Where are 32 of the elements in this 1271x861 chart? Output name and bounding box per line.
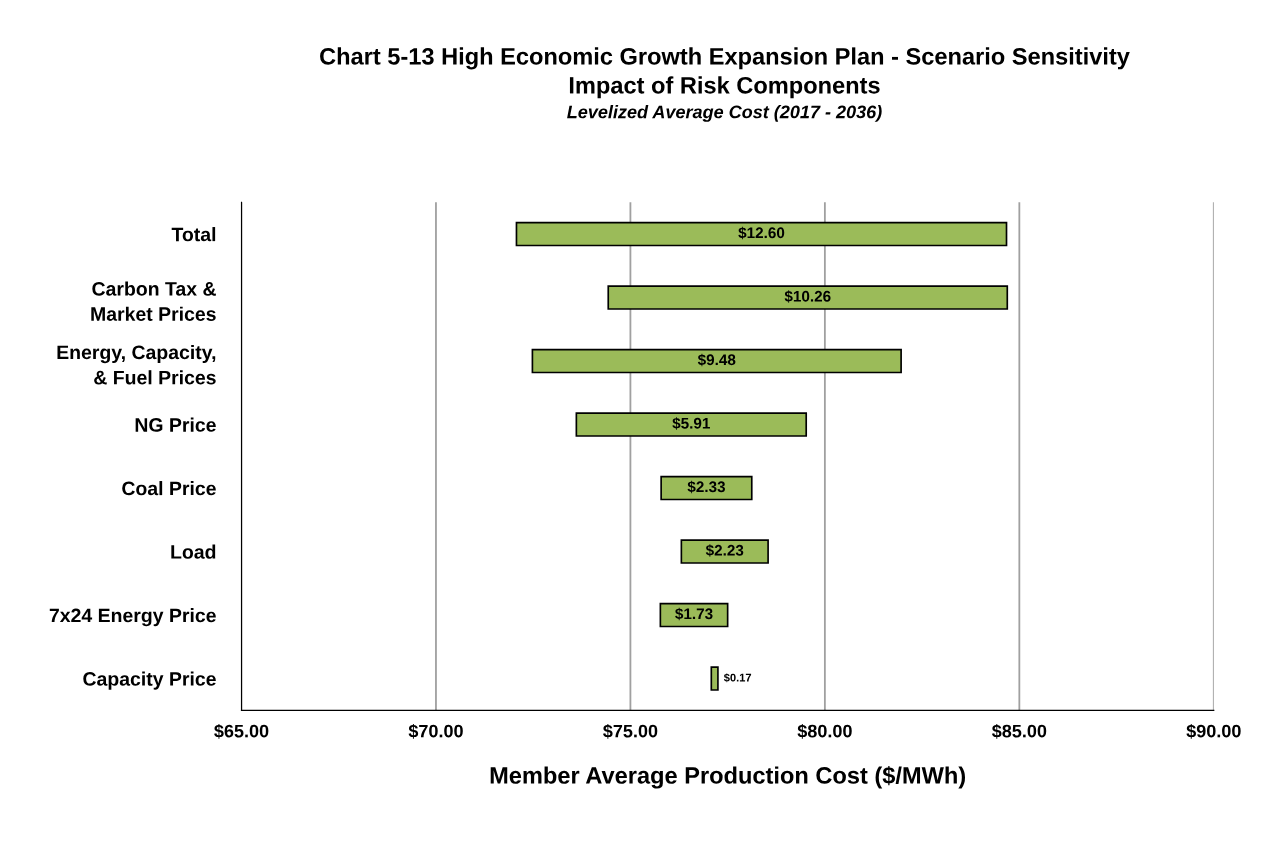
x-tick-label: $90.00 — [1186, 723, 1241, 739]
y-tick-label: Load — [171, 544, 216, 559]
y-tick-label: Energy, Capacity, & Fuel Prices — [57, 344, 216, 385]
data-label: $0.17 — [723, 673, 752, 683]
x-tick-label: $85.00 — [991, 723, 1047, 739]
bar — [607, 285, 1009, 310]
chart-subtitle: Levelized Average Cost (2017 - 2036) — [567, 105, 882, 122]
data-label: $2.23 — [705, 544, 744, 557]
bar — [515, 221, 1008, 247]
x-axis-title: Member Average Production Cost ($/MWh) — [490, 766, 966, 789]
y-tick-label: Capacity Price — [83, 671, 216, 690]
bar — [660, 475, 753, 501]
bar — [680, 539, 769, 564]
x-tick-label: $80.00 — [797, 723, 852, 739]
y-tick-label: Coal Price — [122, 481, 216, 496]
x-tick-label: $75.00 — [603, 723, 658, 739]
data-label: $1.73 — [675, 607, 713, 621]
bar — [710, 666, 719, 691]
chart-title: Chart 5-13 High Economic Growth Expansion Plan - Scenario Sensitivity Impact of Risk Components — [320, 47, 1130, 99]
y-tick-label: Carbon Tax & Market Prices — [91, 281, 216, 321]
bar — [575, 412, 808, 437]
data-label: $5.91 — [672, 417, 710, 430]
bar — [531, 348, 902, 374]
data-label: $9.48 — [697, 353, 736, 367]
data-label: $10.26 — [784, 290, 831, 303]
y-tick-label: NG Price — [135, 417, 216, 432]
y-tick-label: 7x24 Energy Price — [49, 608, 216, 627]
data-label: $2.33 — [687, 480, 726, 494]
x-tick-label: $65.00 — [214, 723, 269, 739]
y-tick-label: Total — [171, 227, 216, 242]
x-tick-label: $70.00 — [408, 723, 463, 739]
data-label: $12.60 — [738, 226, 785, 240]
